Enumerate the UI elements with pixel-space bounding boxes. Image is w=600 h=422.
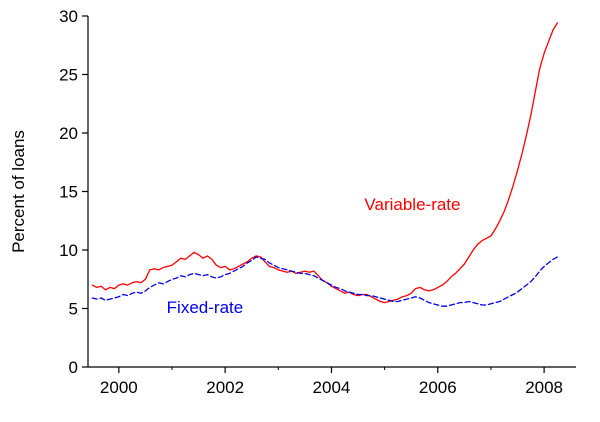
x-tick-label: 2006	[419, 378, 457, 397]
y-tick-label: 20	[59, 124, 78, 143]
x-tick-label: 2004	[313, 378, 351, 397]
y-tick-label: 10	[59, 241, 78, 260]
x-tick-label: 2008	[525, 378, 563, 397]
y-tick-label: 30	[59, 7, 78, 26]
series-label-fixed-rate: Fixed-rate	[167, 298, 244, 317]
y-tick-label: 25	[59, 66, 78, 85]
y-tick-label: 0	[69, 358, 78, 377]
x-tick-label: 2000	[100, 378, 138, 397]
y-tick-label: 5	[69, 300, 78, 319]
series-line-variable-rate	[91, 22, 559, 304]
y-axis-label: Percent of loans	[9, 130, 28, 253]
y-tick-label: 15	[59, 183, 78, 202]
series-line-fixed-rate	[91, 256, 559, 307]
series-label-variable-rate: Variable-rate	[364, 195, 460, 214]
x-tick-label: 2002	[206, 378, 244, 397]
